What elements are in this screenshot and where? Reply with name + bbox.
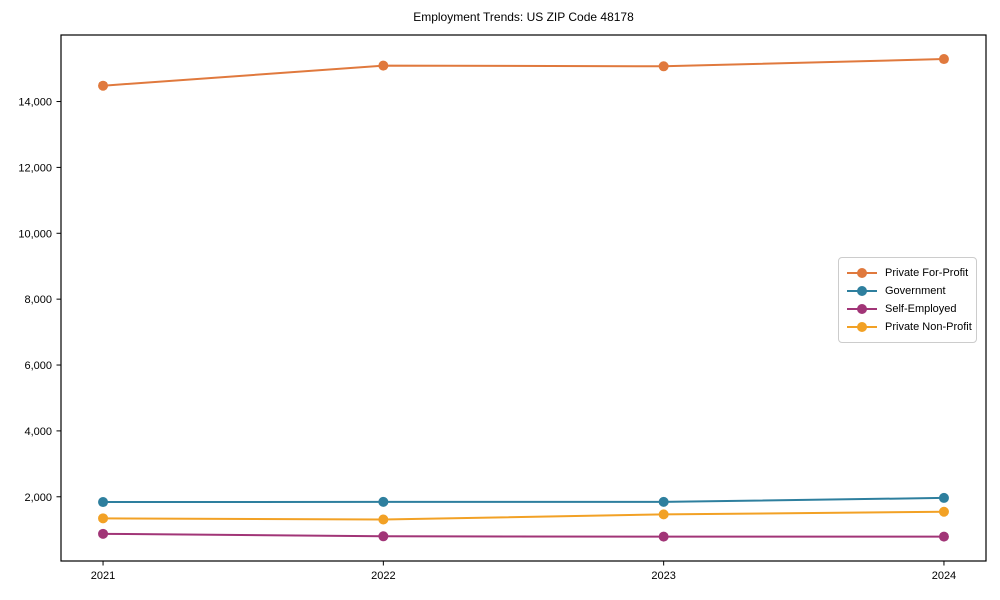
legend-line-marker-icon bbox=[847, 286, 877, 296]
legend-label: Self-Employed bbox=[885, 303, 957, 315]
legend-item: Government bbox=[847, 282, 969, 300]
legend-line-marker-icon bbox=[847, 322, 877, 332]
svg-text:12,000: 12,000 bbox=[18, 162, 52, 174]
svg-text:2023: 2023 bbox=[651, 570, 675, 582]
legend-item: Self-Employed bbox=[847, 300, 969, 318]
legend-label: Private For-Profit bbox=[885, 267, 969, 279]
chart-title: Employment Trends: US ZIP Code 48178 bbox=[413, 10, 634, 24]
legend-item: Private For-Profit bbox=[847, 264, 969, 282]
legend-label: Private Non-Profit bbox=[885, 321, 972, 333]
legend-line-marker-icon bbox=[847, 304, 877, 314]
svg-text:2024: 2024 bbox=[932, 570, 956, 582]
svg-text:14,000: 14,000 bbox=[18, 97, 52, 109]
svg-text:10,000: 10,000 bbox=[18, 228, 52, 240]
svg-text:6,000: 6,000 bbox=[24, 360, 52, 372]
svg-text:8,000: 8,000 bbox=[24, 294, 52, 306]
legend: Private For-Profit Government Self-Emplo… bbox=[838, 257, 977, 343]
svg-text:2022: 2022 bbox=[371, 570, 395, 582]
legend-line-marker-icon bbox=[847, 268, 877, 278]
svg-text:2,000: 2,000 bbox=[24, 492, 52, 504]
svg-text:4,000: 4,000 bbox=[24, 426, 52, 438]
legend-item: Private Non-Profit bbox=[847, 318, 972, 336]
svg-text:2021: 2021 bbox=[91, 570, 115, 582]
legend-label: Government bbox=[885, 285, 946, 297]
